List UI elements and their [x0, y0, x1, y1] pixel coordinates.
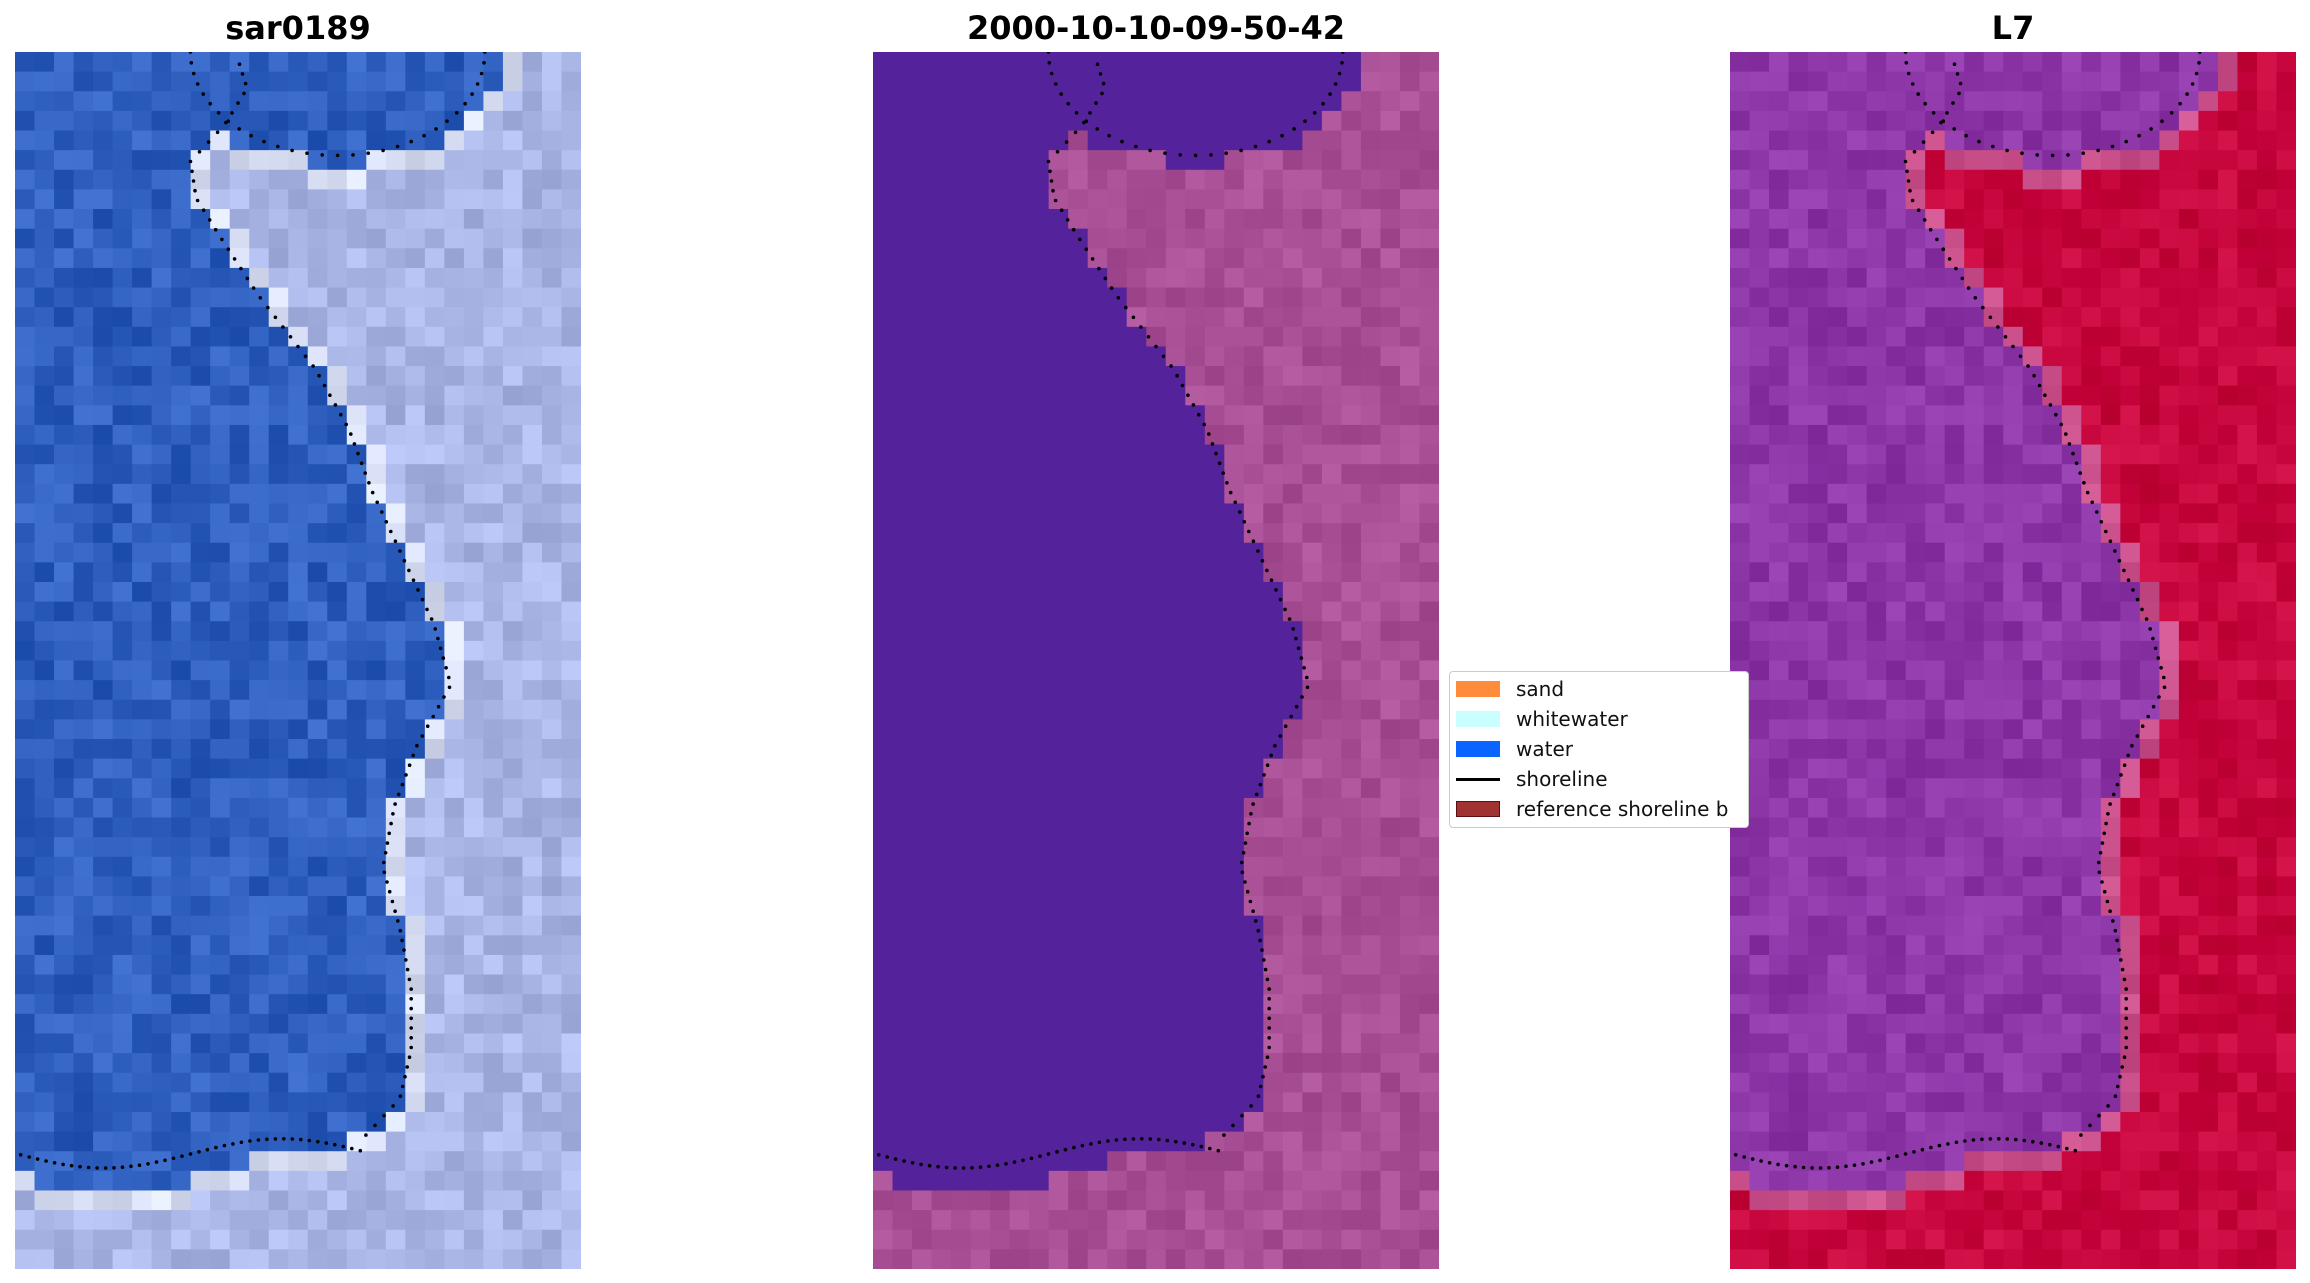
legend: sand whitewater water shoreline referenc…	[1449, 671, 1749, 828]
legend-label-shoreline: shoreline	[1516, 767, 1608, 791]
panel-title-classified: 2000-10-10-09-50-42	[966, 9, 1346, 47]
shoreline-dots	[1733, 52, 2202, 1170]
index-image	[1730, 52, 2296, 1269]
sand-swatch	[1456, 681, 1500, 697]
legend-label-sand: sand	[1516, 677, 1565, 701]
legend-label-water: water	[1516, 737, 1573, 761]
rgb-image-panel	[15, 52, 581, 1269]
index-image-panel	[1730, 52, 2296, 1269]
legend-item-water: water	[1456, 737, 1573, 761]
classified-image	[873, 52, 1439, 1269]
legend-item-whitewater: whitewater	[1456, 707, 1628, 731]
water-swatch	[1456, 741, 1500, 757]
legend-item-sand: sand	[1456, 677, 1564, 701]
legend-label-reference-shoreline: reference shoreline b	[1516, 797, 1729, 821]
whitewater-swatch	[1456, 711, 1500, 727]
legend-item-reference-shoreline: reference shoreline b	[1456, 797, 1728, 821]
legend-label-whitewater: whitewater	[1516, 707, 1628, 731]
classified-image-panel	[873, 52, 1439, 1269]
panel-title-index: L7	[1991, 9, 2035, 47]
panel-title-rgb: sar0189	[225, 9, 371, 47]
rgb-image	[15, 52, 581, 1269]
shoreline-dots	[18, 52, 487, 1170]
shoreline-line-swatch	[1456, 777, 1500, 781]
shoreline-dots	[876, 52, 1345, 1170]
reference-shoreline-swatch	[1456, 801, 1500, 817]
legend-item-shoreline: shoreline	[1456, 767, 1608, 791]
